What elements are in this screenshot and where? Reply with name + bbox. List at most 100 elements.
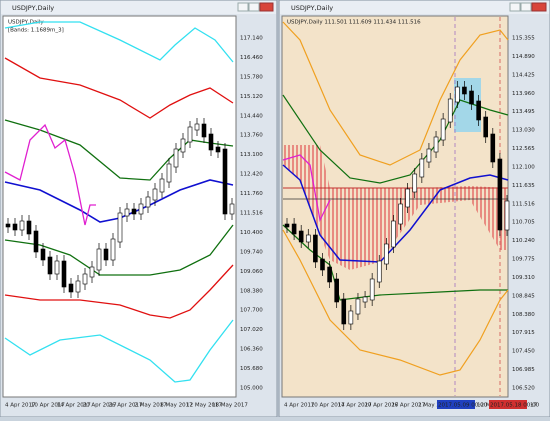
candle-body [75,280,81,293]
marker-tail-label: 17 [530,403,537,409]
price-tick-label: 116.460 [240,55,263,61]
left-window-buttons[interactable] [237,2,274,12]
candle-body [305,234,311,243]
price-tick-label: 111.516 [240,211,263,217]
date-tick-label: 14 Apr 2017 [338,403,373,409]
right-window-buttons[interactable] [509,2,547,12]
right-title: USDJPY,Daily [291,4,333,12]
left-plot [2,15,237,398]
band-inner-upper [4,119,234,181]
candle-body [348,310,354,325]
price-tick-label: 110.400 [240,230,263,236]
candle-body [173,148,179,168]
candle-body [362,296,368,303]
price-tick-label: 117.140 [240,36,263,42]
price-tick-label: 115.780 [240,74,263,80]
candle-body [455,86,460,103]
candle-body [355,298,361,315]
candle-body [504,200,510,231]
candle-body [433,136,439,153]
date-tick-label: 10 Apr 2017 [311,403,346,409]
date-tick-label: 20 Apr 2017 [83,403,118,409]
marker-mid-label: 12 Ma [477,403,494,409]
candle-body [284,223,290,228]
candle-body [131,208,137,215]
candle-body [291,223,297,235]
candle-body [229,203,235,215]
price-tick-label: 112.565 [512,146,535,152]
candle-body [497,158,503,231]
candle-body [201,123,207,138]
price-tick-label: 105.000 [240,386,263,392]
candle-body [327,266,332,283]
price-tick-label: 107.915 [512,330,535,336]
date-tick-label: 4 Apr 2017 [284,403,315,409]
candle-body [103,248,109,261]
price-tick-label: 109.060 [240,269,263,275]
candle-body [145,196,151,208]
candle-body [376,260,382,283]
candle-body [138,203,144,215]
candle-body [187,126,193,143]
price-tick-label: 115.120 [240,94,263,100]
candle-body [222,148,228,215]
candle-body [5,223,11,228]
candle-body [469,90,474,105]
candle-body [320,258,325,271]
candle-body [341,298,347,325]
candle-body [313,234,318,263]
price-tick-label: 106.360 [240,347,263,353]
candle-body [117,212,123,243]
candle-body [476,100,481,121]
candle-body [124,208,130,217]
date-tick-label: 18 May 2017 [212,403,248,409]
candle-body [334,278,339,303]
marker-start-label: 2017.05.09 00:00 [438,403,488,409]
price-tick-label: 106.520 [512,386,535,392]
price-tick-label: 111.516 [512,201,535,207]
candle-body [68,283,74,293]
price-tick-label: 112.100 [512,164,535,170]
candle-body [40,248,46,261]
candle-body [440,118,446,141]
candle-body [180,138,186,153]
date-tick-label: 26 Apr 2017 [391,403,426,409]
price-tick-label: 108.380 [240,288,263,294]
price-tick-label: 113.760 [240,133,263,139]
channel-lower [282,229,509,376]
candle-body [89,266,95,278]
left-title: USDJPY,Daily [12,4,54,12]
candle-body [82,273,88,285]
band-mid-lower [4,264,234,319]
candle-body [159,178,165,193]
price-tick-label: 111.760 [240,191,263,197]
candle-body [194,123,200,131]
candle-body [426,148,432,163]
left-titlebar[interactable] [1,1,276,14]
candle-body [12,223,18,231]
price-tick-label: 114.890 [512,54,535,60]
candle-body [96,248,102,271]
candle-body [47,256,53,275]
candle-body [152,188,158,201]
price-tick-label: 106.985 [512,367,535,373]
price-tick-label: 109.310 [512,275,535,281]
marker-start-box [437,400,475,409]
date-tick-label: 4 Apr 2017 [5,403,36,409]
candle-body [483,116,489,138]
candle-body [462,86,467,95]
right-titlebar[interactable] [280,1,549,14]
candle-body [298,230,304,243]
price-tick-label: 114.425 [512,72,535,78]
date-tick-label: 20 Apr 2017 [364,403,399,409]
date-tick-label: 2 May 2017 [134,403,167,409]
candle-body [391,220,396,248]
price-tick-label: 113.495 [512,109,535,115]
candle-body [33,230,39,253]
price-tick-label: 109.740 [240,249,263,255]
band-outer-upper [4,21,234,63]
price-tick-label: 108.845 [512,293,535,299]
left-chart-label: USDJPY,Daily [8,20,44,26]
price-tick-label: 107.450 [512,349,535,355]
